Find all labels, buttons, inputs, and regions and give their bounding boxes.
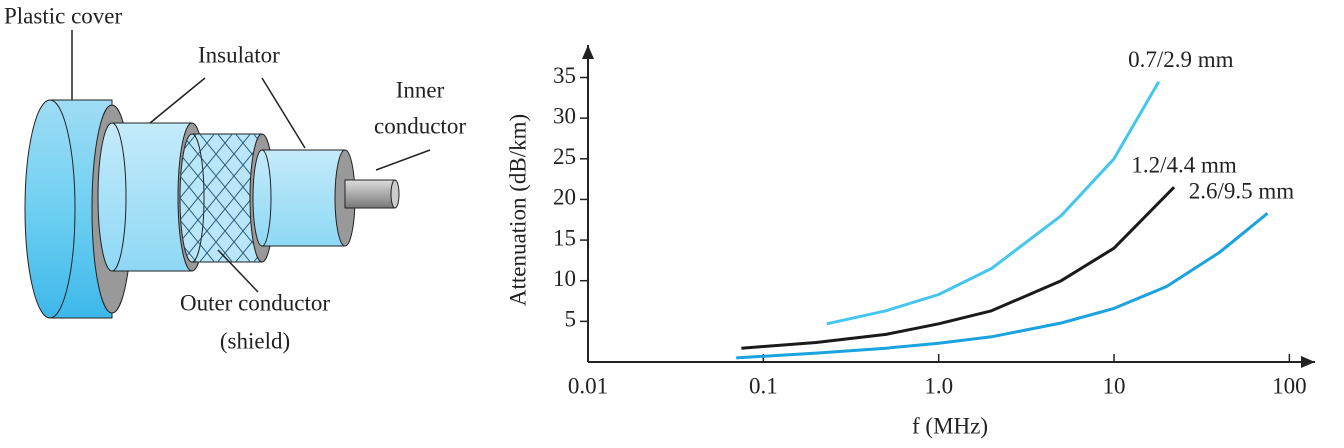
legend-label: 0.7/2.9 mm	[1128, 47, 1234, 72]
y-tick-label: 10	[553, 266, 576, 291]
label-plastic-cover: Plastic cover	[4, 3, 122, 28]
label-inner-conductor: conductor	[374, 113, 466, 138]
y-tick-label: 15	[553, 225, 576, 250]
y-axis-arrow	[582, 45, 594, 59]
chart: Attenuation (dB/km) f (MHz) 5 10 15 20 25 30 3…	[505, 45, 1315, 438]
label-inner-conductor: Inner	[396, 77, 445, 102]
x-axis-arrow	[1301, 356, 1315, 368]
legend-label: 1.2/4.4 mm	[1131, 153, 1237, 178]
series-line	[826, 80, 1161, 326]
y-tick-label: 35	[553, 63, 576, 88]
x-tick-label: 10	[1103, 373, 1126, 398]
y-tick-label: 30	[553, 103, 576, 128]
x-tick-label: 100	[1272, 373, 1307, 398]
y-axis-label: Attenuation (dB/km)	[505, 114, 530, 306]
x-tick-label: 0.01	[568, 373, 608, 398]
label-outer-conductor: Outer conductor	[180, 290, 330, 315]
x-tick-label: 0.1	[749, 373, 778, 398]
y-tick-label: 5	[565, 307, 577, 332]
label-insulator: Insulator	[198, 42, 280, 67]
y-tick-label: 20	[553, 185, 576, 210]
x-tick-label: 1.0	[924, 373, 953, 398]
series-line	[736, 212, 1269, 360]
y-tick-label: 25	[553, 144, 576, 169]
series-line	[741, 186, 1176, 350]
legend-label: 2.6/9.5 mm	[1189, 179, 1295, 204]
label-outer-conductor: (shield)	[220, 328, 290, 353]
x-axis-label: f (MHz)	[912, 413, 988, 438]
coax-diagram: Plastic cover Insulator Inner conductor …	[4, 3, 466, 353]
